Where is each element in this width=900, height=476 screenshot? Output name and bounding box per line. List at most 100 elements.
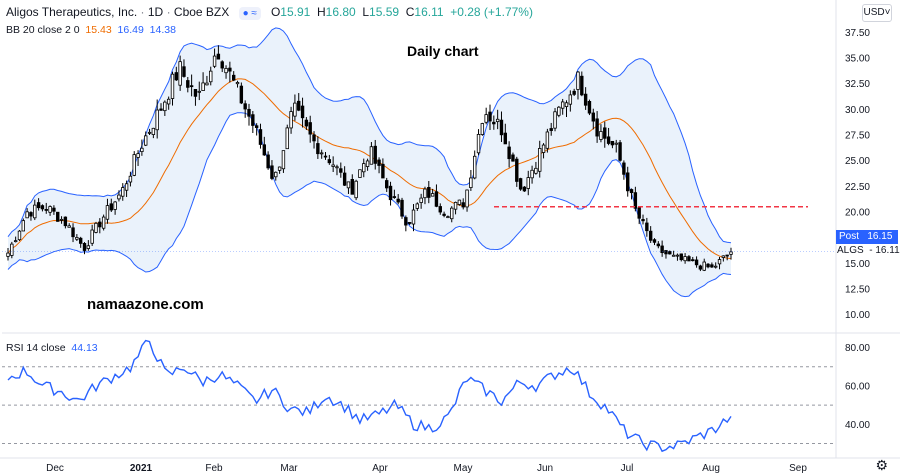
- candle-body: [362, 163, 366, 173]
- time-tick-label: Apr: [372, 463, 388, 474]
- candle-body: [189, 85, 194, 88]
- candle-body: [400, 199, 404, 217]
- exchange-label: Cboe BZX: [173, 5, 230, 19]
- candle-body: [381, 163, 385, 179]
- candle-body: [94, 222, 98, 233]
- candle-body: [522, 186, 527, 192]
- candle-body: [159, 108, 163, 111]
- candle-body: [216, 53, 221, 60]
- candle-body: [457, 199, 462, 205]
- candle-body: [469, 177, 473, 188]
- price-tick-label: 10.00: [845, 310, 870, 321]
- post-price-tag: Post 16.15: [836, 230, 898, 244]
- bb-middle-value: 15.43: [85, 24, 112, 36]
- candle-body: [182, 66, 186, 77]
- candle-body: [648, 230, 653, 241]
- candle-body: [683, 256, 687, 262]
- candle-body: [86, 245, 91, 249]
- candle-body: [591, 112, 595, 122]
- candle-body: [461, 202, 465, 208]
- candle-body: [626, 172, 630, 192]
- candle-body: [465, 189, 469, 208]
- price-tick-label: 25.00: [845, 156, 870, 167]
- candle-body: [56, 211, 60, 222]
- rsi-legend[interactable]: RSI 14 close 44.13: [6, 342, 98, 354]
- candle-body: [319, 152, 324, 155]
- rsi-line: [7, 339, 732, 453]
- candle-body: [652, 239, 657, 243]
- candle-body: [358, 169, 362, 178]
- candle-body: [327, 159, 332, 164]
- candle-body: [6, 252, 10, 257]
- candle-body: [675, 254, 680, 257]
- candle-body: [59, 218, 64, 221]
- candle-body: [52, 207, 56, 212]
- candle-body: [205, 82, 209, 86]
- candle-body: [29, 212, 33, 217]
- candle-body: [687, 256, 691, 262]
- candle-body: [446, 216, 450, 219]
- time-tick-label: May: [454, 463, 473, 474]
- symbol-menu-icon[interactable]: ● ≈: [238, 7, 261, 20]
- candle-body: [472, 155, 477, 179]
- candle-body: [729, 251, 733, 255]
- candle-body: [369, 146, 374, 165]
- candle-body: [105, 205, 110, 220]
- candle-body: [698, 265, 703, 270]
- candle-body: [132, 154, 136, 176]
- candle-body: [128, 175, 133, 183]
- price-tick-label: 27.50: [845, 130, 870, 141]
- time-tick-label: 2021: [130, 463, 153, 474]
- candle-body: [587, 100, 592, 114]
- candle-body: [44, 209, 48, 211]
- interval-label[interactable]: 1D: [147, 5, 164, 19]
- candle-body: [599, 131, 603, 140]
- candle-body: [480, 123, 485, 135]
- candle-body: [308, 122, 312, 135]
- candle-body: [530, 169, 534, 179]
- candle-body: [71, 227, 75, 238]
- candle-body: [163, 101, 167, 112]
- price-tick-label: 35.00: [845, 53, 870, 64]
- candle-body: [109, 203, 113, 211]
- candle-body: [396, 198, 400, 203]
- candle-body: [316, 143, 320, 155]
- candle-body: [228, 67, 232, 72]
- candle-body: [507, 146, 511, 160]
- candle-body: [668, 251, 672, 255]
- candle-body: [710, 264, 714, 268]
- time-tick-label: Mar: [280, 463, 298, 474]
- currency-selector[interactable]: USD˅: [862, 4, 892, 22]
- candle-body: [633, 192, 638, 209]
- candle-body: [553, 111, 557, 129]
- candle-body: [679, 253, 683, 261]
- candle-body: [212, 55, 217, 67]
- candle-body: [484, 114, 488, 123]
- candle-body: [572, 90, 576, 95]
- gear-icon[interactable]: ⚙: [875, 457, 888, 473]
- price-tick-label: 15.00: [845, 259, 870, 270]
- candle-body: [526, 177, 530, 189]
- candle-body: [201, 82, 205, 91]
- candle-body: [419, 197, 423, 203]
- candle-body: [583, 93, 588, 106]
- bollinger-legend[interactable]: BB 20 close 2 0 15.43 16.49 14.38: [6, 24, 176, 36]
- candle-body: [564, 102, 569, 108]
- candle-body: [350, 178, 354, 195]
- candle-body: [637, 207, 641, 219]
- candle-body: [304, 119, 309, 127]
- candle-body: [166, 98, 171, 105]
- candle-body: [488, 111, 492, 122]
- candle-body: [231, 74, 236, 81]
- candle-body: [331, 164, 335, 167]
- candle-body: [262, 144, 267, 156]
- symbol-header[interactable]: Aligos Therapeutics, Inc. · 1D · Cboe BZ…: [6, 5, 533, 20]
- candle-body: [277, 166, 282, 171]
- candle-body: [499, 119, 504, 136]
- candle-body: [664, 250, 668, 255]
- time-tick-label: Feb: [205, 463, 223, 474]
- candle-body: [629, 189, 634, 194]
- candle-body: [186, 80, 190, 88]
- candle-body: [373, 145, 377, 164]
